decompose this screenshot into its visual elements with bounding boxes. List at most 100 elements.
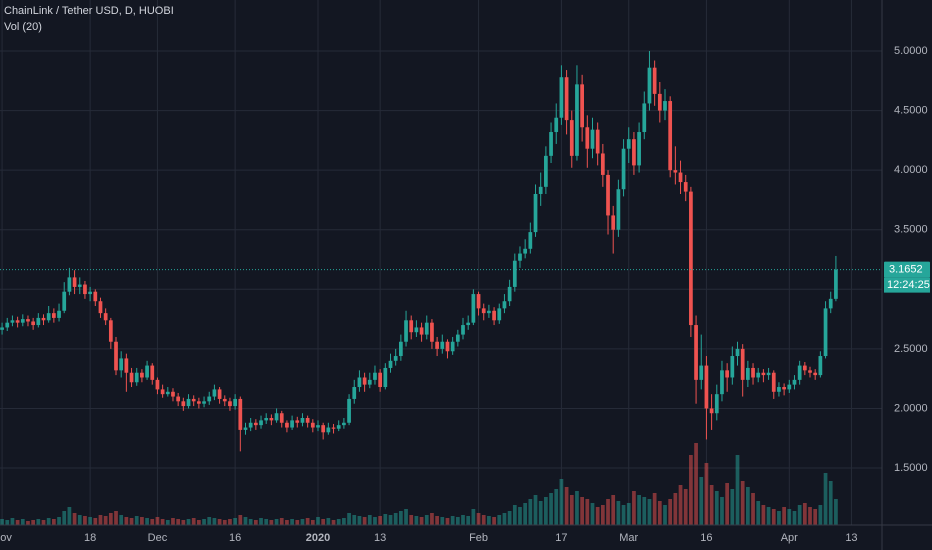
candle-body <box>15 320 20 323</box>
volume-bar <box>321 519 326 525</box>
y-tick-label: 4.0000 <box>894 164 928 176</box>
candle-body <box>5 322 10 328</box>
candle-body <box>626 139 631 149</box>
volume-bar <box>714 491 719 525</box>
candle-body <box>285 422 289 428</box>
volume-bar <box>46 518 51 525</box>
volume-bar <box>129 518 134 525</box>
volume-bar <box>569 495 574 525</box>
candle-body <box>31 321 36 326</box>
candle-body <box>83 284 87 295</box>
volume-bar <box>476 513 481 525</box>
countdown-label: 12:24:25 <box>887 279 930 291</box>
y-tick-label: 3.5000 <box>894 224 928 236</box>
volume-bar <box>621 505 626 525</box>
candle-body <box>207 396 212 402</box>
axes: 1.50002.00002.50003.00003.50004.00004.50… <box>0 45 930 544</box>
candle-body <box>310 422 315 428</box>
candle-body <box>181 401 186 407</box>
candle-body <box>668 101 673 171</box>
volume-bar <box>414 516 419 525</box>
volume-bar <box>756 501 761 525</box>
volume-bar <box>626 503 631 525</box>
candle-body <box>233 398 237 407</box>
volume-bar <box>440 517 445 525</box>
candle-body <box>600 153 605 175</box>
grid <box>0 0 882 525</box>
candle-body <box>512 260 517 287</box>
candle-body <box>212 389 217 397</box>
volume-bar <box>694 443 698 525</box>
candle-body <box>62 291 67 311</box>
candle-body <box>176 396 181 402</box>
volume-bar <box>740 481 745 525</box>
volume-bar <box>663 505 667 525</box>
candle-body <box>331 427 336 429</box>
candle-body <box>274 413 279 421</box>
volume-bar <box>15 520 20 525</box>
volume-bar <box>150 519 155 525</box>
candle-body <box>740 348 745 380</box>
candle-body <box>538 186 543 194</box>
volume-bar <box>559 479 564 525</box>
candle-body <box>678 172 683 183</box>
x-tick-label: 2020 <box>306 532 330 544</box>
volume-bar <box>502 513 507 525</box>
volume-bar <box>797 505 802 525</box>
volume-bar <box>83 516 87 525</box>
volume-bar <box>637 495 641 525</box>
volume-bar <box>585 499 590 525</box>
candle-body <box>751 367 755 378</box>
candle-body <box>497 308 502 321</box>
candle-body <box>487 310 491 314</box>
candle-body <box>357 377 362 388</box>
candle-body <box>585 127 590 149</box>
candle-body <box>114 341 118 371</box>
candle-body <box>787 384 792 390</box>
candle-body <box>41 317 46 321</box>
volume-bar <box>616 501 621 525</box>
candle-body <box>637 132 641 166</box>
volume-bar <box>802 503 807 525</box>
x-tick-label: Mar <box>619 532 638 544</box>
candle-body <box>57 310 61 318</box>
volume-bar <box>176 519 181 525</box>
volume-bar <box>528 499 533 525</box>
candle-body <box>93 291 98 302</box>
y-tick-label: 4.5000 <box>894 104 928 116</box>
candle-body <box>683 182 688 192</box>
candle-body <box>316 425 320 428</box>
candle-body <box>197 401 201 404</box>
candle-body <box>720 370 724 395</box>
volume-bar <box>88 517 92 525</box>
candle-body <box>155 379 160 390</box>
volume-bar <box>424 515 429 525</box>
candle-body <box>709 408 714 414</box>
volume-bar <box>611 495 616 525</box>
volume-bar <box>709 485 714 525</box>
volume-bar <box>51 519 56 525</box>
volume-bar <box>419 517 424 525</box>
volume-bar <box>828 481 833 525</box>
candle-body <box>606 174 610 216</box>
candle-body <box>673 170 678 173</box>
candle-body <box>362 377 367 385</box>
candle-body <box>518 253 522 261</box>
candle-body <box>77 284 82 287</box>
candle-body <box>663 101 667 111</box>
volume-bar <box>455 517 460 525</box>
volume-bar <box>766 507 771 525</box>
candle-body <box>326 427 331 433</box>
candle-body <box>72 277 77 287</box>
volume-bar <box>285 520 289 525</box>
volume-bar <box>62 511 67 525</box>
volume-bar <box>373 517 377 525</box>
volume-bar <box>673 493 678 525</box>
volume-bar <box>114 511 118 525</box>
candle-body <box>404 320 408 342</box>
volume-bar <box>191 518 196 525</box>
candle-body <box>253 422 258 426</box>
candle-body <box>523 248 528 254</box>
candle-body <box>347 398 351 423</box>
volume-bar <box>512 505 517 525</box>
